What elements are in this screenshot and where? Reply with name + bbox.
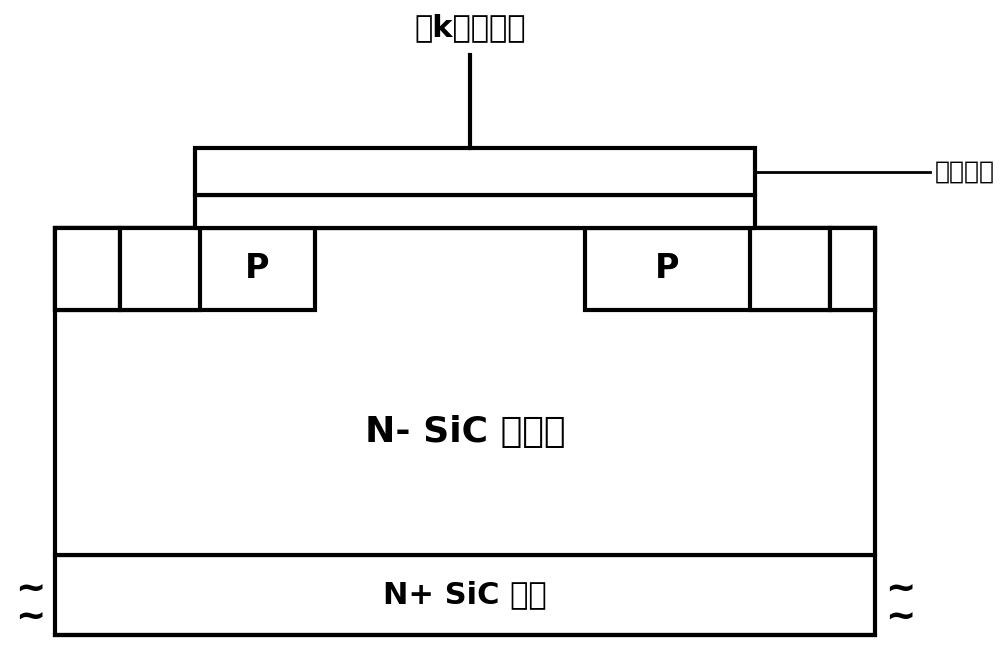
Bar bbox=[195, 148, 755, 195]
Bar bbox=[830, 228, 875, 310]
Text: N+: N+ bbox=[774, 260, 806, 279]
Text: 高k栊介质层: 高k栊介质层 bbox=[414, 14, 526, 43]
Text: 栊金属层: 栊金属层 bbox=[935, 160, 995, 183]
Text: N+: N+ bbox=[144, 260, 176, 279]
Bar bbox=[55, 228, 120, 310]
Bar bbox=[55, 228, 875, 555]
Text: ~: ~ bbox=[885, 573, 915, 607]
Bar bbox=[55, 555, 875, 635]
Text: P+: P+ bbox=[837, 260, 868, 279]
Bar bbox=[120, 228, 200, 310]
Text: N+ SiC 衬底: N+ SiC 衬底 bbox=[383, 581, 547, 610]
Text: ~: ~ bbox=[15, 573, 45, 607]
Bar bbox=[195, 195, 755, 228]
Text: P: P bbox=[655, 252, 680, 286]
Bar bbox=[750, 228, 830, 310]
Text: ~: ~ bbox=[885, 601, 915, 635]
Text: N- SiC 外延层: N- SiC 外延层 bbox=[365, 415, 565, 449]
Text: P+: P+ bbox=[72, 260, 103, 279]
Text: P: P bbox=[245, 252, 270, 286]
Text: ~: ~ bbox=[15, 601, 45, 635]
Bar bbox=[55, 228, 315, 310]
Bar bbox=[585, 228, 875, 310]
